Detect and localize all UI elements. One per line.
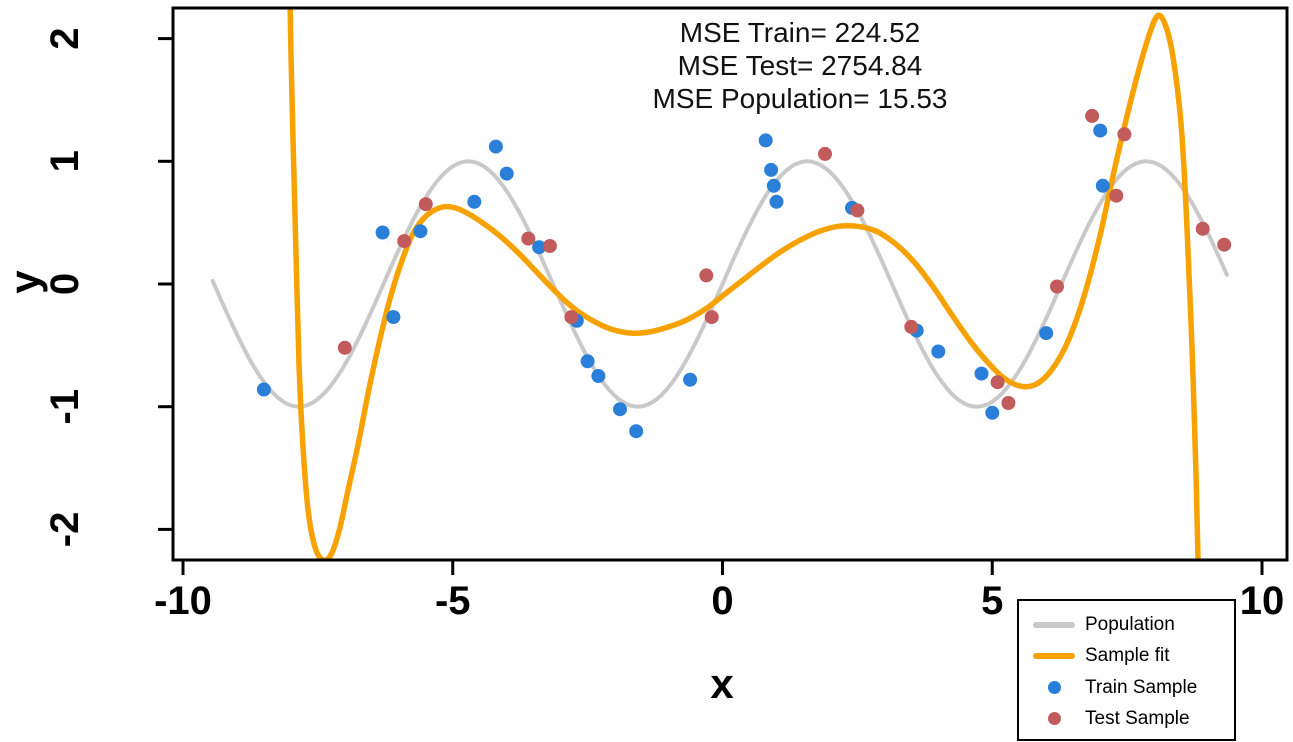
train-sample-point (629, 424, 644, 439)
test-sample-point (1050, 279, 1064, 294)
test-sample-point (904, 319, 919, 334)
train-sample-point (758, 133, 773, 148)
legend-label: Train Sample (1085, 676, 1198, 698)
train-sample-point (580, 354, 595, 369)
train-sample-point (683, 372, 698, 387)
train-sample-point (613, 402, 627, 417)
test-sample-point (818, 146, 832, 161)
test-sample-point (704, 310, 719, 325)
test-sample-point (1001, 396, 1016, 410)
test-sample-point (990, 375, 1005, 390)
legend: Population Sample fit Train Sample Test … (1017, 599, 1236, 741)
train-sample-point (1093, 123, 1108, 138)
train-sample-point (931, 344, 946, 359)
test-sample-point (397, 234, 412, 249)
legend-swatch-sample-fit (1023, 653, 1085, 660)
train-sample-point (1095, 178, 1110, 193)
y-tick-label: 1 (43, 150, 87, 172)
legend-label: Sample fit (1085, 645, 1170, 667)
y-tick-label: 0 (43, 273, 87, 295)
annotation-mse-population: MSE Population= 15.53 (652, 83, 948, 114)
annotation-mse-train: MSE Train= 224.52 (679, 17, 921, 48)
legend-row: Sample fit (1023, 642, 1228, 670)
annotation-mse-test: MSE Test= 2754.84 (677, 50, 923, 81)
x-tick-label: 0 (711, 579, 733, 623)
sample-fit-line-swatch (1033, 653, 1075, 660)
train-sample-point (764, 162, 779, 177)
test-sample-point (699, 268, 714, 283)
train-sample-point (413, 224, 428, 239)
test-sample-point (418, 197, 433, 212)
legend-row: Train Sample (1023, 674, 1228, 702)
test-sample-point (1117, 127, 1132, 142)
legend-label: Test Sample (1085, 707, 1190, 729)
train-sample-point (467, 194, 482, 209)
test-sample-point (1195, 221, 1210, 236)
train-sample-point (375, 225, 390, 240)
test-sample-point (521, 231, 536, 246)
y-axis-title: y (1, 270, 48, 294)
x-axis-title: x (710, 660, 734, 707)
train-sample-point (769, 194, 784, 209)
population-line-swatch (1033, 622, 1075, 628)
train-sample-point (488, 139, 503, 154)
test-sample-point (850, 203, 865, 218)
x-tick-label: 5 (981, 579, 1003, 623)
test-sample-point (564, 310, 579, 325)
y-tick-label: 2 (43, 27, 87, 49)
train-sample-point (499, 166, 514, 181)
train-sample-point (532, 240, 547, 255)
x-tick-label: 10 (1240, 579, 1285, 623)
train-sample-point (591, 369, 606, 383)
test-sample-point (1217, 237, 1232, 252)
test-sample-point (1085, 108, 1100, 123)
train-sample-point (766, 178, 781, 193)
train-sample-point (256, 382, 271, 397)
train-sample-point (1039, 326, 1054, 341)
legend-row: Population (1023, 611, 1228, 639)
y-tick-label: -2 (43, 512, 87, 548)
legend-row: Test Sample (1023, 705, 1228, 733)
test-sample-point (1109, 188, 1124, 203)
train-sample-point-swatch (1047, 681, 1061, 695)
legend-swatch-population (1023, 622, 1085, 628)
x-tick-label: -5 (435, 579, 471, 623)
legend-swatch-train-sample (1023, 681, 1085, 695)
test-sample-point (542, 239, 557, 253)
x-tick-label: -10 (154, 579, 212, 623)
mse-annotations: MSE Train= 224.52 MSE Test= 2754.84 MSE … (500, 16, 1100, 115)
train-sample-point (974, 366, 989, 381)
test-sample-point-swatch (1047, 712, 1061, 726)
legend-label: Population (1085, 614, 1175, 635)
test-sample-point (337, 340, 352, 355)
train-sample-point (985, 405, 1000, 420)
y-tick-label: -1 (43, 389, 87, 425)
train-sample-point (386, 310, 401, 325)
legend-swatch-test-sample (1023, 712, 1085, 726)
